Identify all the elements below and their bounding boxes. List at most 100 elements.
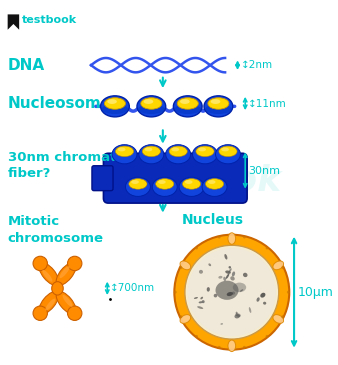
Ellipse shape [39, 292, 59, 314]
Ellipse shape [152, 177, 177, 196]
FancyBboxPatch shape [92, 166, 113, 191]
Text: ↕700nm: ↕700nm [110, 283, 155, 293]
Ellipse shape [232, 272, 235, 276]
Ellipse shape [139, 145, 164, 164]
Ellipse shape [196, 146, 214, 157]
Text: Nucleosome: Nucleosome [8, 96, 112, 111]
Ellipse shape [216, 145, 240, 164]
Text: testbook: testbook [101, 163, 282, 197]
Ellipse shape [228, 233, 236, 244]
Ellipse shape [104, 98, 125, 109]
Ellipse shape [197, 306, 203, 309]
Ellipse shape [240, 289, 243, 292]
Ellipse shape [33, 306, 47, 320]
Ellipse shape [195, 246, 198, 249]
Text: 30nm chromatin
fiber?: 30nm chromatin fiber? [8, 151, 130, 180]
Text: ↕2nm: ↕2nm [240, 60, 272, 70]
Ellipse shape [180, 315, 191, 323]
Ellipse shape [273, 261, 284, 270]
Ellipse shape [179, 315, 182, 318]
Ellipse shape [56, 263, 76, 285]
Ellipse shape [185, 180, 193, 184]
Ellipse shape [173, 96, 202, 117]
Ellipse shape [204, 96, 233, 117]
Ellipse shape [243, 346, 246, 349]
Ellipse shape [243, 236, 246, 238]
Ellipse shape [235, 313, 241, 317]
Text: Nucleus: Nucleus [182, 213, 244, 227]
Ellipse shape [216, 281, 239, 300]
Ellipse shape [180, 261, 191, 270]
Ellipse shape [174, 291, 177, 293]
Ellipse shape [198, 147, 206, 151]
Ellipse shape [225, 270, 231, 274]
Ellipse shape [199, 301, 202, 303]
Ellipse shape [183, 179, 201, 189]
Ellipse shape [232, 292, 235, 295]
Ellipse shape [125, 177, 150, 196]
Ellipse shape [101, 104, 128, 114]
Ellipse shape [214, 294, 217, 297]
Ellipse shape [230, 276, 235, 281]
Ellipse shape [39, 263, 59, 285]
Ellipse shape [223, 277, 226, 281]
Ellipse shape [266, 335, 268, 338]
Ellipse shape [219, 146, 237, 157]
Ellipse shape [144, 99, 153, 104]
Ellipse shape [207, 287, 210, 292]
Ellipse shape [243, 273, 247, 277]
Ellipse shape [118, 147, 125, 151]
Ellipse shape [174, 104, 201, 114]
Ellipse shape [220, 323, 223, 325]
Ellipse shape [287, 291, 290, 293]
Ellipse shape [180, 99, 190, 104]
Ellipse shape [273, 315, 284, 323]
Ellipse shape [281, 266, 284, 269]
Ellipse shape [177, 98, 198, 109]
Ellipse shape [45, 299, 55, 311]
Text: ↕11nm: ↕11nm [248, 99, 287, 108]
FancyBboxPatch shape [103, 153, 247, 203]
Ellipse shape [224, 254, 227, 260]
Ellipse shape [68, 256, 82, 270]
Ellipse shape [63, 295, 73, 307]
Ellipse shape [226, 274, 229, 279]
Ellipse shape [193, 145, 217, 164]
Text: DNA: DNA [8, 58, 45, 73]
Ellipse shape [228, 340, 236, 351]
Ellipse shape [200, 297, 203, 299]
Ellipse shape [142, 146, 161, 157]
Text: 30nm: 30nm [248, 165, 280, 176]
Ellipse shape [249, 307, 251, 313]
Ellipse shape [179, 266, 182, 269]
Ellipse shape [174, 235, 289, 350]
Ellipse shape [112, 145, 137, 164]
Ellipse shape [211, 99, 220, 104]
Text: Mitotic
chromosome: Mitotic chromosome [8, 215, 104, 245]
Ellipse shape [228, 268, 232, 273]
Ellipse shape [185, 245, 279, 339]
Ellipse shape [141, 98, 162, 109]
Ellipse shape [194, 297, 198, 299]
Ellipse shape [131, 180, 139, 184]
Ellipse shape [260, 293, 265, 297]
Ellipse shape [171, 147, 179, 151]
Ellipse shape [257, 297, 260, 302]
Ellipse shape [209, 264, 211, 266]
Ellipse shape [228, 266, 231, 269]
Text: 10μm: 10μm [298, 286, 334, 299]
Ellipse shape [218, 276, 222, 278]
Ellipse shape [33, 256, 47, 270]
Ellipse shape [129, 179, 147, 189]
Ellipse shape [145, 147, 152, 151]
Ellipse shape [263, 302, 266, 305]
Ellipse shape [59, 266, 70, 278]
Ellipse shape [199, 270, 203, 274]
Text: testbook: testbook [22, 15, 77, 25]
Ellipse shape [115, 146, 134, 157]
Ellipse shape [235, 314, 240, 318]
Ellipse shape [107, 99, 117, 104]
Ellipse shape [137, 96, 166, 117]
Ellipse shape [218, 346, 221, 349]
Ellipse shape [179, 177, 204, 196]
